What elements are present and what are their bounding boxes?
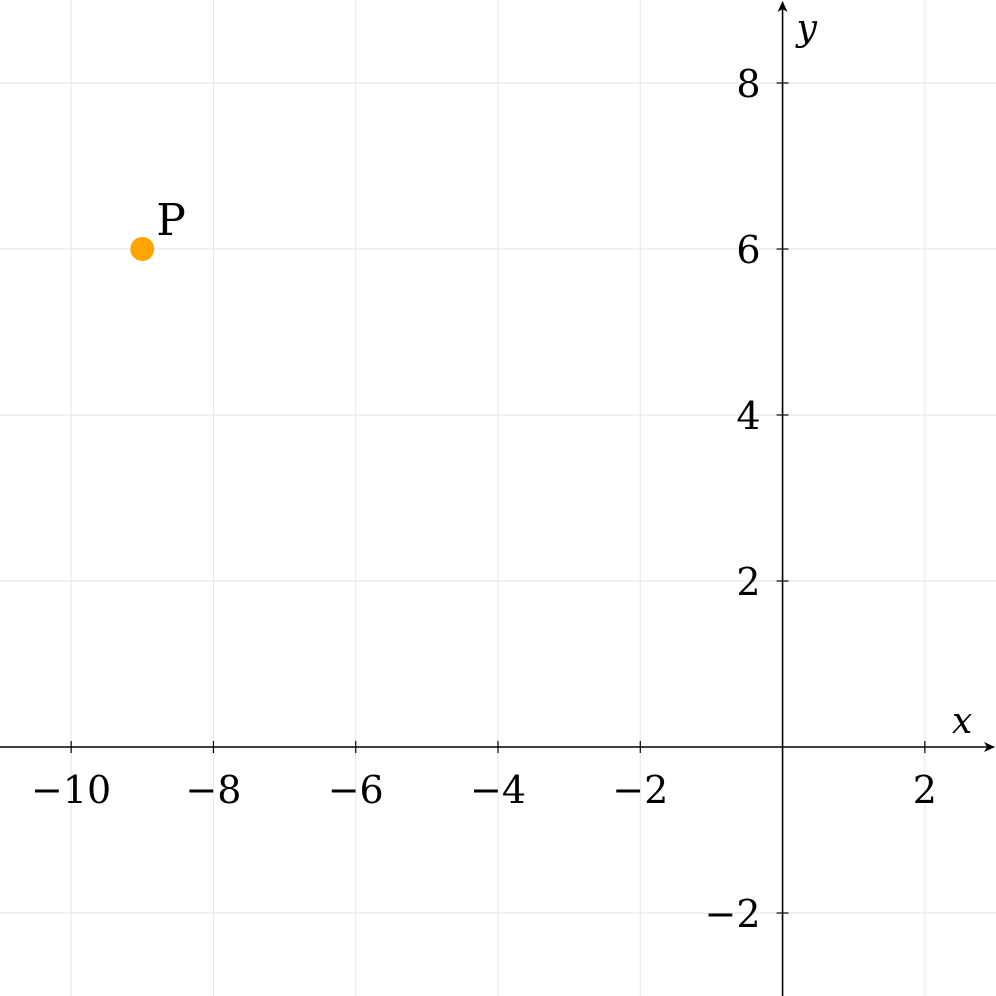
data-points: P: [130, 195, 186, 261]
y-tick-label: 2: [736, 560, 760, 604]
x-tick-label: −6: [328, 768, 384, 812]
x-axis-label: x: [952, 701, 972, 742]
y-tick-label: 8: [736, 62, 760, 106]
y-axis-label: y: [795, 8, 818, 49]
y-tick-label: −2: [705, 892, 761, 936]
y-tick-label: 6: [736, 228, 760, 272]
point-marker: [130, 237, 155, 261]
x-tick-label: 2: [913, 768, 937, 812]
x-tick-label: −8: [185, 768, 241, 812]
x-tick-label: −10: [31, 768, 111, 812]
ticks: −10 −8 −6 −4 −2 2 −2 2 4 6 8: [31, 62, 937, 936]
x-tick-label: −2: [612, 768, 668, 812]
point-label: P: [156, 195, 186, 246]
y-tick-label: 4: [736, 394, 760, 438]
x-tick-label: −4: [470, 768, 526, 812]
